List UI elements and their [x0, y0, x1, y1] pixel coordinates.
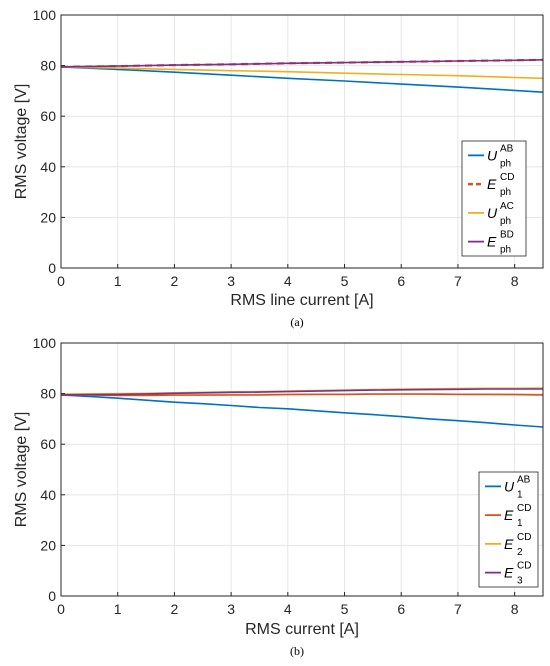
y-tick-label: 60: [40, 436, 56, 452]
y-tick-label: 20: [40, 209, 56, 225]
x-tick-label: 0: [57, 601, 65, 617]
x-tick-label: 1: [114, 273, 122, 289]
axes-box: [60, 14, 544, 269]
legend-entry-1: U AB ph: [487, 143, 514, 169]
x-tick-label: 5: [341, 601, 349, 617]
x-tick-label: 7: [454, 273, 462, 289]
x-tick-label: 7: [454, 601, 462, 617]
x-tick-label: 3: [227, 273, 235, 289]
subfigure-caption: (b): [290, 644, 304, 658]
legend-box: [461, 140, 527, 257]
x-tick-label: 8: [511, 601, 519, 617]
y-tick-label: 40: [40, 159, 56, 175]
plot-area: [61, 343, 543, 596]
x-tick-label: 6: [397, 273, 405, 289]
y-tick-label: 80: [40, 386, 56, 402]
series-line-4: [60, 59, 544, 68]
y-tick-label: 80: [40, 58, 56, 74]
y-tick-label: 0: [48, 588, 56, 604]
x-axis-label: RMS line current [A]: [230, 292, 373, 309]
x-tick-label: 1: [114, 601, 122, 617]
legend-entry-4: E BD ph: [487, 230, 514, 256]
series-line-1: [60, 66, 544, 93]
x-tick-label: 8: [511, 273, 519, 289]
y-axis-label: RMS voltage [V]: [13, 84, 30, 200]
series-line-4: [60, 388, 543, 396]
y-tick-label: 100: [33, 335, 57, 351]
x-tick-label: 0: [57, 273, 65, 289]
series-line-1: [60, 394, 544, 428]
axes-box: [60, 342, 544, 597]
y-tick-label: 0: [48, 260, 56, 276]
y-tick-label: 100: [33, 7, 57, 23]
legend-entry-2: E CD ph: [487, 172, 514, 198]
x-tick-label: 2: [171, 601, 179, 617]
y-tick-label: 40: [40, 487, 56, 503]
x-tick-label: 4: [284, 601, 292, 617]
legend-entry-2: E CD 1: [504, 503, 531, 529]
x-tick-label: 5: [341, 273, 349, 289]
legend-entry-4: E CD 3: [504, 561, 531, 587]
legend: U AB ph E CD ph U AC ph E BD ph: [461, 140, 527, 257]
y-axis-label: RMS voltage [V]: [13, 412, 30, 528]
x-tick-label: 2: [171, 273, 179, 289]
y-tick-label: 60: [40, 108, 56, 124]
x-tick-label: 6: [397, 601, 405, 617]
legend-entry-3: U AC ph: [487, 201, 514, 227]
series-line-3: [60, 66, 544, 80]
subfigure-caption: (a): [290, 315, 303, 329]
legend-box: [478, 471, 539, 588]
legend: U AB 1 E CD 1 E CD 2 E CD 3: [478, 471, 539, 588]
x-tick-label: 4: [284, 273, 292, 289]
x-axis-label: RMS current [A]: [245, 621, 359, 638]
legend-entry-3: E CD 2: [504, 532, 531, 558]
y-tick-label: 20: [40, 537, 56, 553]
x-tick-label: 3: [227, 601, 235, 617]
series-line-2: [60, 393, 544, 397]
legend-entry-1: U AB 1: [504, 474, 531, 500]
